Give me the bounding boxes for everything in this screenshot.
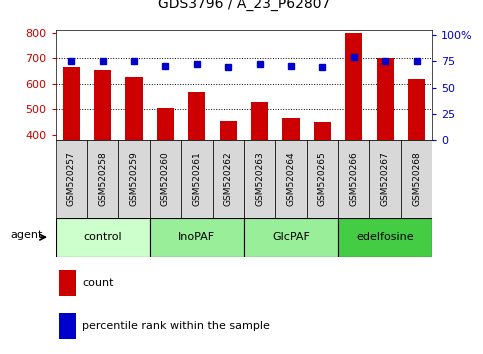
Text: control: control (84, 232, 122, 242)
Bar (157, 108, 174, 237)
Text: count: count (82, 278, 114, 288)
Text: GSM520263: GSM520263 (255, 152, 264, 206)
Bar (59, 313, 76, 339)
FancyBboxPatch shape (87, 140, 118, 218)
Text: GSM520262: GSM520262 (224, 152, 233, 206)
Text: edelfosine: edelfosine (356, 232, 414, 242)
FancyBboxPatch shape (150, 218, 244, 257)
Text: GSM520265: GSM520265 (318, 152, 327, 206)
Text: GSM520264: GSM520264 (286, 152, 296, 206)
Text: GSM520266: GSM520266 (349, 152, 358, 206)
Text: GSM520260: GSM520260 (161, 152, 170, 206)
Bar (251, 102, 268, 237)
Bar (126, 76, 142, 237)
Bar (345, 33, 362, 237)
FancyBboxPatch shape (401, 140, 432, 218)
FancyBboxPatch shape (275, 140, 307, 218)
Text: agent: agent (10, 230, 43, 240)
Bar (377, 58, 394, 237)
Text: GDS3796 / A_23_P62807: GDS3796 / A_23_P62807 (158, 0, 330, 11)
Bar (220, 121, 237, 237)
Bar (94, 70, 111, 237)
FancyBboxPatch shape (150, 140, 181, 218)
Bar (314, 122, 331, 237)
FancyBboxPatch shape (244, 140, 275, 218)
FancyBboxPatch shape (181, 140, 213, 218)
Text: GSM520261: GSM520261 (192, 152, 201, 206)
FancyBboxPatch shape (56, 218, 150, 257)
Text: GSM520259: GSM520259 (129, 152, 139, 206)
FancyBboxPatch shape (213, 140, 244, 218)
Text: GSM520258: GSM520258 (98, 152, 107, 206)
Bar (408, 79, 425, 237)
FancyBboxPatch shape (307, 140, 338, 218)
Bar (188, 92, 205, 237)
FancyBboxPatch shape (56, 140, 87, 218)
Text: percentile rank within the sample: percentile rank within the sample (82, 321, 270, 331)
Text: GSM520257: GSM520257 (67, 152, 76, 206)
Text: GSM520268: GSM520268 (412, 152, 421, 206)
FancyBboxPatch shape (338, 140, 369, 218)
FancyBboxPatch shape (118, 140, 150, 218)
Text: GlcPAF: GlcPAF (272, 232, 310, 242)
Bar (63, 67, 80, 237)
Bar (59, 270, 76, 296)
FancyBboxPatch shape (369, 140, 401, 218)
Bar (283, 118, 299, 237)
Text: GSM520267: GSM520267 (381, 152, 390, 206)
FancyBboxPatch shape (338, 218, 432, 257)
FancyBboxPatch shape (244, 218, 338, 257)
Text: InoPAF: InoPAF (178, 232, 215, 242)
